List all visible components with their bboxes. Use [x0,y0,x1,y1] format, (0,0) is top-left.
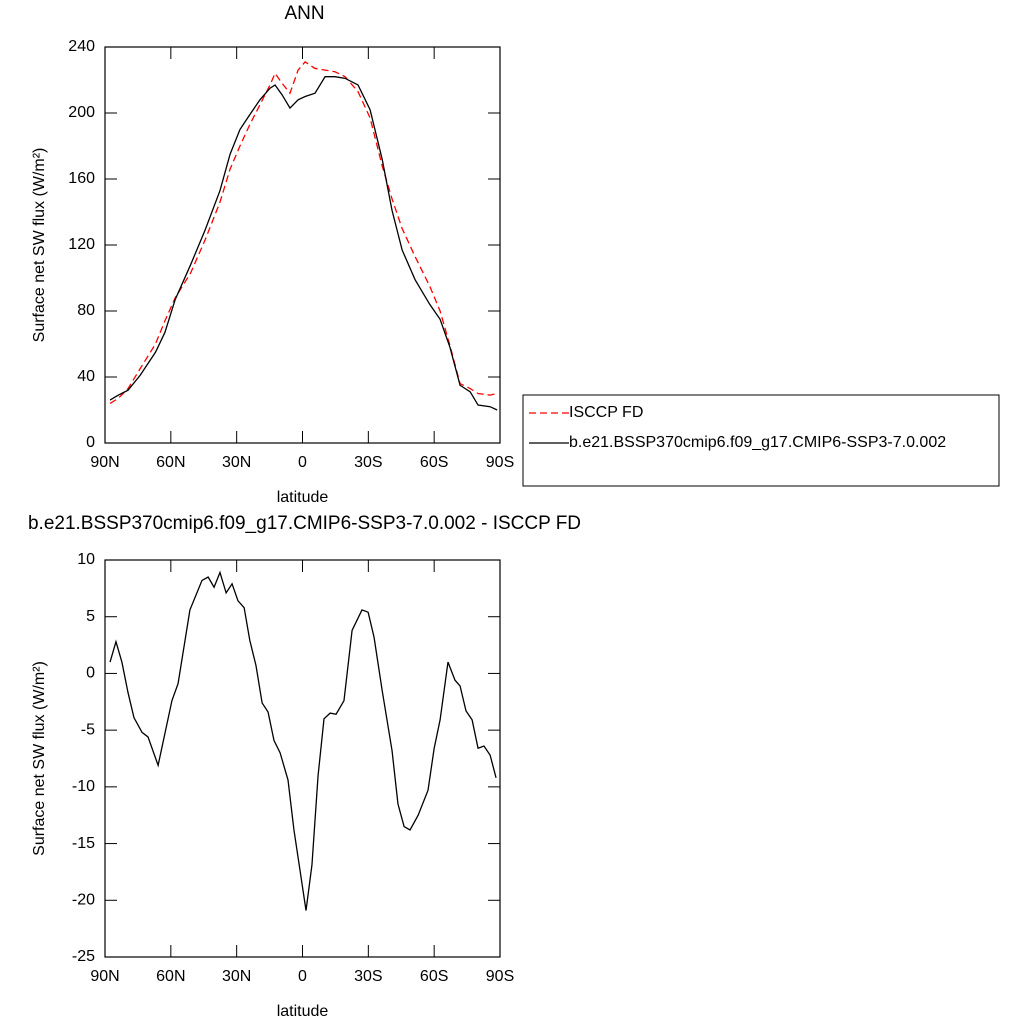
y-tick-label: 0 [86,434,95,451]
legend-box [522,394,1000,487]
plot-frame [104,46,501,444]
data-line [109,570,497,911]
plot-frame [104,559,501,958]
y-tick-label: 0 [86,665,95,682]
y-tick-label: -10 [72,778,95,795]
x-tick-label: 30S [354,454,382,471]
y-axis-label: Surface net SW flux (W/m²) [31,148,48,343]
y-tick-label: 10 [77,551,95,568]
y-tick-label: -15 [72,835,95,852]
x-tick-label: 90S [486,968,514,985]
x-tick-label: 60N [156,968,185,985]
y-tick-label: 200 [68,104,95,121]
y-tick-label: 80 [77,302,95,319]
x-tick-label: 60S [420,968,448,985]
x-tick-label: 30N [222,454,251,471]
x-tick-label: 0 [298,968,307,985]
x-tick-label: 90N [90,454,119,471]
y-tick-label: 120 [68,236,95,253]
x-tick-label: 30N [222,968,251,985]
legend-label: b.e21.BSSP370cmip6.f09_g17.CMIP6-SSP3-7.… [569,434,946,451]
chart-title: b.e21.BSSP370cmip6.f09_g17.CMIP6-SSP3-7.… [28,513,581,534]
x-tick-label: 90N [90,968,119,985]
legend-label: ISCCP FD [569,404,643,421]
x-axis-label: latitude [277,1003,329,1020]
x-axis-label: latitude [277,489,329,506]
data-line [109,76,498,411]
x-tick-label: 60S [420,454,448,471]
chart-title: ANN [284,3,324,24]
y-tick-label: 160 [68,170,95,187]
data-line [109,60,498,404]
x-tick-label: 60N [156,454,185,471]
y-tick-label: 5 [86,608,95,625]
y-tick-label: 40 [77,368,95,385]
y-tick-label: 240 [68,38,95,55]
y-axis-label: Surface net SW flux (W/m²) [31,661,48,856]
y-tick-label: -25 [72,948,95,965]
x-tick-label: 0 [298,454,307,471]
y-tick-label: -20 [72,892,95,909]
x-tick-label: 90S [486,454,514,471]
x-tick-label: 30S [354,968,382,985]
y-tick-label: -5 [81,721,95,738]
